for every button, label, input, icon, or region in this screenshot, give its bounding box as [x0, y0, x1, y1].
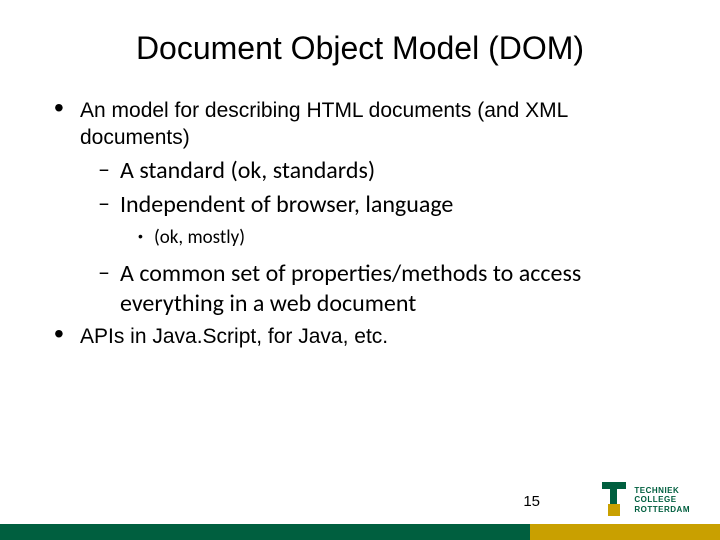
- bullet-text: An model for describing HTML documents (…: [80, 97, 680, 152]
- slide: Document Object Model (DOM) • An model f…: [0, 0, 720, 540]
- subsub-list: • (ok, mostly): [50, 226, 680, 250]
- page-number: 15: [523, 493, 540, 510]
- footer-bar: [0, 524, 720, 540]
- logo-line: COLLEGE: [634, 495, 690, 504]
- dash-icon: –: [98, 259, 120, 287]
- subsub-item: • (ok, mostly): [138, 226, 680, 250]
- sub-item: – A common set of properties/methods to …: [98, 259, 680, 319]
- logo-text: TECHNIEK COLLEGE ROTTERDAM: [634, 486, 690, 514]
- sub-text: A standard (ok, standards): [120, 156, 375, 186]
- dash-icon: –: [98, 190, 120, 218]
- logo-line: ROTTERDAM: [634, 505, 690, 514]
- bullet-item: • APIs in Java.Script, for Java, etc.: [50, 323, 680, 350]
- slide-title: Document Object Model (DOM): [40, 30, 680, 67]
- bullet-icon: •: [50, 97, 80, 119]
- sub-list: – A common set of properties/methods to …: [50, 259, 680, 319]
- sub-text: Independent of browser, language: [120, 190, 453, 220]
- logo-icon: [600, 482, 628, 518]
- logo-line: TECHNIEK: [634, 486, 690, 495]
- sub-item: – Independent of browser, language: [98, 190, 680, 220]
- dash-icon: –: [98, 156, 120, 184]
- sub-text: A common set of properties/methods to ac…: [120, 259, 680, 319]
- bullet-icon: •: [138, 226, 154, 246]
- bullet-icon: •: [50, 323, 80, 345]
- logo: TECHNIEK COLLEGE ROTTERDAM: [600, 482, 690, 518]
- footer-yellow: [530, 524, 720, 540]
- subsub-text: (ok, mostly): [154, 226, 245, 250]
- footer-green: [0, 524, 530, 540]
- bullet-item: • An model for describing HTML documents…: [50, 97, 680, 152]
- slide-content: • An model for describing HTML documents…: [40, 97, 680, 351]
- sub-list: – A standard (ok, standards) – Independe…: [50, 156, 680, 220]
- bullet-text: APIs in Java.Script, for Java, etc.: [80, 323, 388, 350]
- sub-item: – A standard (ok, standards): [98, 156, 680, 186]
